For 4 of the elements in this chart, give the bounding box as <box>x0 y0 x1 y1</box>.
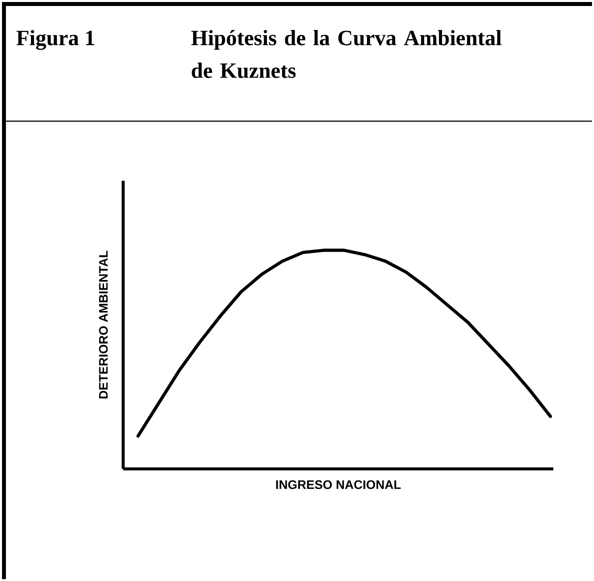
chart-title: Figura 1 <box>16 30 94 50</box>
chart-subtitle: Hipótesis de la Curva Ambiental de Kuznets <box>191 30 502 78</box>
x-axis-title: INGRESO NACIONAL <box>276 480 401 490</box>
y-axis-title: DETERIORO AMBIENTAL <box>99 250 108 398</box>
